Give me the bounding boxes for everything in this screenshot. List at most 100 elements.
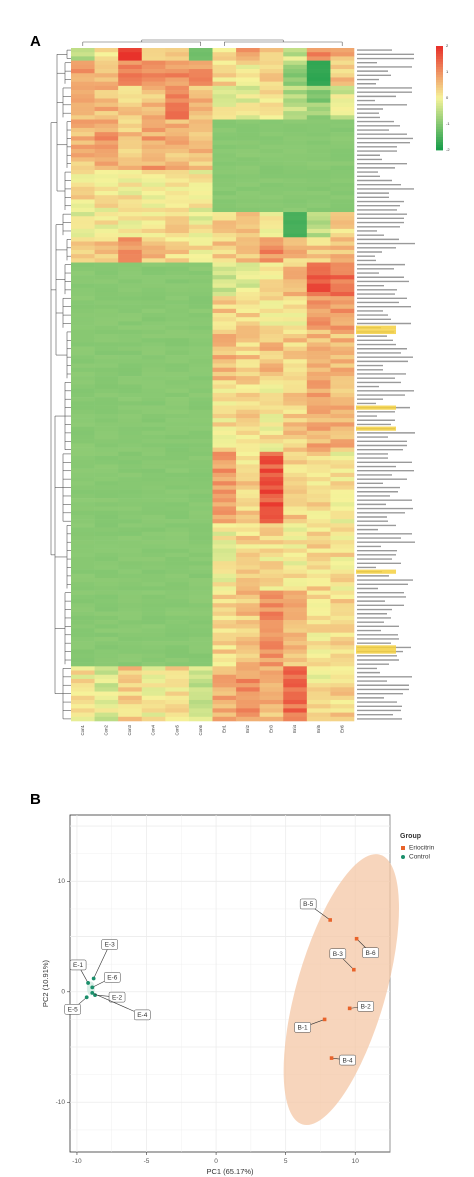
heatmap-cell bbox=[94, 115, 119, 120]
heatmap-cell bbox=[94, 716, 119, 722]
heatmap-cell bbox=[330, 371, 355, 377]
heatmap-cell bbox=[236, 220, 260, 225]
legend-entry: Control bbox=[409, 854, 431, 861]
heatmap-cell bbox=[236, 270, 260, 276]
heatmap-cell bbox=[165, 620, 190, 625]
heatmap-cell bbox=[283, 573, 308, 579]
heatmap-cell bbox=[330, 216, 355, 221]
point-label-box bbox=[294, 1022, 311, 1033]
heatmap-cell bbox=[94, 485, 119, 490]
heatmap-cell bbox=[94, 615, 119, 621]
heatmap-cell bbox=[236, 178, 260, 183]
heatmap-cell bbox=[330, 447, 355, 453]
heatmap-cell bbox=[141, 212, 166, 217]
heatmap-cell bbox=[283, 115, 308, 120]
heatmap-cell bbox=[306, 548, 331, 554]
heatmap-cell bbox=[118, 157, 143, 162]
heatmap-cell bbox=[283, 169, 308, 175]
heatmap-cell bbox=[212, 561, 237, 566]
heatmap-cell bbox=[259, 98, 284, 103]
heatmap-cell bbox=[259, 64, 284, 70]
heatmap-cell bbox=[306, 573, 331, 579]
heatmap-cell bbox=[283, 607, 308, 612]
heatmap-cell bbox=[212, 670, 237, 676]
heatmap-cell bbox=[188, 48, 213, 53]
heatmap-cell bbox=[71, 153, 95, 158]
heatmap-cell bbox=[236, 540, 260, 545]
heatmap-cell bbox=[212, 85, 237, 91]
color-legend-segment bbox=[436, 90, 443, 94]
heatmap-cell bbox=[188, 472, 213, 478]
heatmap-cell bbox=[118, 207, 143, 213]
heatmap-cell bbox=[330, 683, 355, 688]
heatmap-cell bbox=[188, 195, 213, 200]
heatmap-cell bbox=[236, 249, 260, 255]
heatmap-cell bbox=[212, 405, 237, 411]
heatmap-cell bbox=[94, 329, 119, 335]
heatmap-cell bbox=[141, 165, 166, 171]
heatmap-cell bbox=[306, 540, 331, 545]
heatmap-cell bbox=[141, 397, 166, 402]
heatmap-cell bbox=[330, 624, 355, 629]
heatmap-cell bbox=[330, 439, 355, 444]
color-legend-segment bbox=[436, 126, 443, 130]
row-label-highlight bbox=[356, 325, 396, 330]
heatmap-cell bbox=[118, 334, 143, 339]
heatmap-cell bbox=[71, 115, 95, 120]
heatmap-cell bbox=[236, 569, 260, 575]
heatmap-cell bbox=[141, 249, 166, 255]
heatmap-cell bbox=[236, 237, 260, 242]
heatmap-cell bbox=[212, 464, 237, 469]
heatmap-cell bbox=[141, 451, 166, 457]
heatmap-cell bbox=[165, 178, 190, 183]
heatmap-cell bbox=[94, 632, 119, 638]
color-legend-segment bbox=[436, 48, 443, 52]
heatmap-cell bbox=[118, 548, 143, 554]
heatmap-cell bbox=[306, 346, 331, 352]
heatmap-cell bbox=[212, 111, 237, 116]
heatmap-cell bbox=[236, 527, 260, 533]
heatmap-cell bbox=[283, 367, 308, 373]
heatmap-cell bbox=[306, 582, 331, 587]
heatmap-cell bbox=[71, 611, 95, 617]
heatmap-cell bbox=[212, 397, 237, 402]
eriocitrin-point bbox=[347, 1006, 352, 1011]
heatmap-cell bbox=[118, 489, 143, 495]
heatmap-cell bbox=[212, 540, 237, 545]
heatmap-cell bbox=[306, 678, 331, 684]
heatmap-cell bbox=[283, 582, 308, 587]
color-legend-segment bbox=[436, 69, 443, 73]
heatmap-cell bbox=[259, 329, 284, 335]
heatmap-cell bbox=[71, 662, 95, 667]
heatmap-cell bbox=[306, 90, 331, 95]
heatmap-cell bbox=[71, 523, 95, 528]
heatmap-cell bbox=[71, 262, 95, 268]
heatmap-cell bbox=[71, 510, 95, 516]
heatmap-cell bbox=[306, 136, 331, 141]
heatmap-cell bbox=[118, 376, 143, 381]
heatmap-cell bbox=[165, 388, 190, 394]
heatmap-cell bbox=[165, 409, 190, 415]
heatmap-cell bbox=[259, 451, 284, 457]
heatmap-cell bbox=[141, 102, 166, 108]
heatmap-cell bbox=[259, 590, 284, 596]
heatmap-cell bbox=[283, 283, 308, 289]
heatmap-cell bbox=[188, 249, 213, 255]
heatmap-cell bbox=[165, 657, 190, 663]
heatmap-cell bbox=[165, 346, 190, 352]
heatmap-cell bbox=[94, 144, 119, 150]
heatmap-cell bbox=[141, 577, 166, 583]
heatmap-cell bbox=[306, 338, 331, 343]
heatmap-cell bbox=[118, 628, 143, 633]
heatmap-cell bbox=[212, 338, 237, 343]
heatmap-cell bbox=[236, 228, 260, 234]
heatmap-cell bbox=[236, 355, 260, 360]
heatmap-cell bbox=[236, 262, 260, 268]
control-point bbox=[93, 993, 97, 998]
heatmap-cell bbox=[165, 191, 190, 196]
heatmap-cell bbox=[94, 481, 119, 486]
column-labels: Con1 Con2 Con3 Con4 Con5 Con6 Eri1 Eri2 Eri3 Eri4… bbox=[80, 724, 344, 735]
heatmap-cell bbox=[188, 350, 213, 356]
heatmap-cell bbox=[330, 233, 355, 238]
